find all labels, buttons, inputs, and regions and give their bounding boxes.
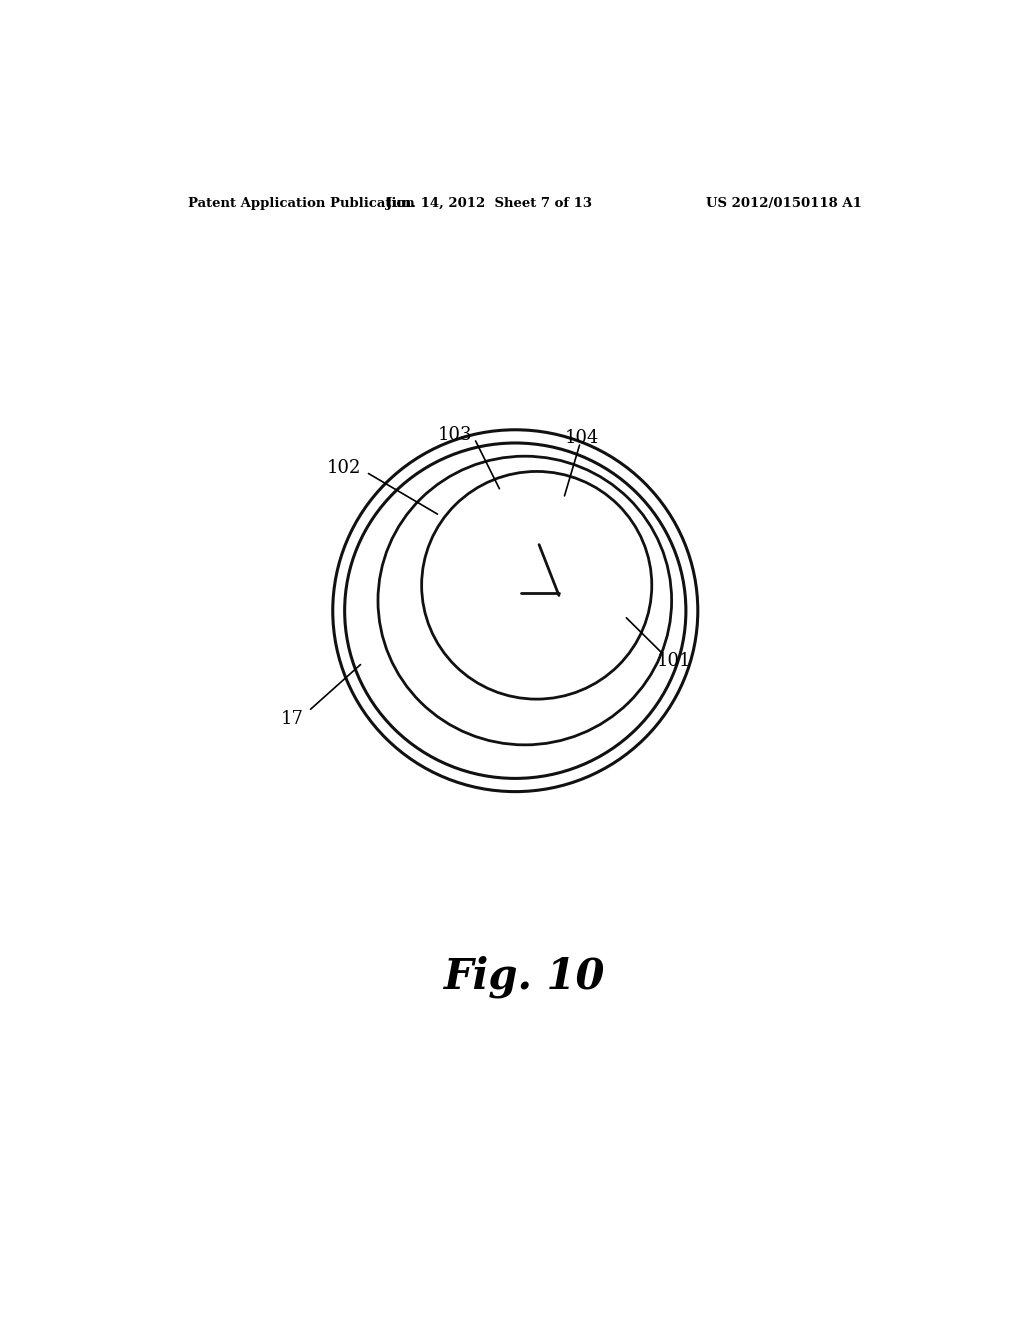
Text: Jun. 14, 2012  Sheet 7 of 13: Jun. 14, 2012 Sheet 7 of 13	[386, 197, 592, 210]
Text: 102: 102	[327, 459, 361, 478]
Text: 104: 104	[565, 429, 599, 447]
Text: Patent Application Publication: Patent Application Publication	[187, 197, 415, 210]
Text: 17: 17	[281, 710, 304, 729]
Text: 103: 103	[437, 426, 472, 444]
Text: Fig. 10: Fig. 10	[444, 956, 605, 998]
Text: 101: 101	[656, 652, 691, 669]
Text: US 2012/0150118 A1: US 2012/0150118 A1	[707, 197, 862, 210]
